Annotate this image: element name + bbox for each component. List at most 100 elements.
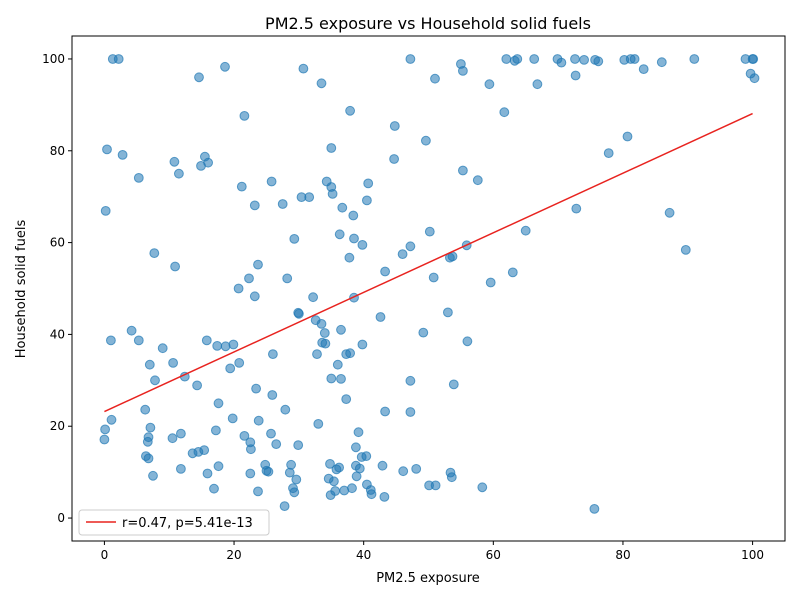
scatter-point [117,150,128,160]
scatter-point [100,424,110,435]
x-tick-label: 20 [226,548,241,562]
scatter-point [593,56,604,67]
y-tick-label: 20 [50,419,65,433]
y-axis: 0 20 40 60 80 100 [42,52,72,525]
scatter-point [167,433,178,444]
scatter-point [629,54,640,64]
scatter-point [266,428,276,439]
scatter-point [345,105,356,116]
scatter-point [421,135,431,146]
scatter-point [203,157,214,168]
scatter-point [144,359,155,370]
scatter-point [507,267,518,278]
scatter-point [341,394,352,405]
scatter-point [603,148,614,159]
regression-line [104,112,753,413]
scatter-point [458,66,468,76]
scatter-point [106,335,116,346]
scatter-point [375,312,386,322]
scatter-point [337,202,348,213]
scatter-point [332,359,343,370]
x-axis: 0 20 40 60 80 100 [101,541,764,562]
scatter-point [213,398,224,409]
scatter-point [145,422,156,433]
scatter-point [249,200,260,211]
scatter-point [286,459,297,470]
scatter-point [245,468,256,479]
scatter-point [347,483,357,494]
scatter-point [199,445,210,456]
scatter-point [192,380,203,391]
scatter-point [202,468,213,479]
scatter-point [253,259,263,270]
scatter-point [326,373,337,384]
scatter-point [298,63,309,74]
scatter-point [397,249,408,260]
x-tick-label: 100 [741,548,764,562]
scatter-point [212,341,223,351]
scatter-point [430,480,441,491]
scatter-point [279,501,290,512]
scatter-point [411,464,422,474]
scatter-point [244,273,254,284]
scatter-point [234,358,245,368]
scatter-point [380,266,391,277]
scatter-point [209,483,219,494]
scatter-point [380,406,391,417]
scatter-point [361,451,372,462]
scatter-point [363,178,374,189]
scatter-point [351,442,361,453]
scatter-point [239,431,250,441]
scatter-point [366,489,377,500]
x-tick-label: 80 [615,548,630,562]
scatter-point [529,54,540,64]
scatter-point [329,476,339,487]
scatter-point [176,464,186,474]
scatter-point [253,415,264,426]
scatter-point [140,404,151,415]
scatter-point [253,486,263,497]
scatter-point [589,504,600,514]
scatter-point [271,439,282,450]
x-tick-label: 0 [101,548,109,562]
scatter-point [227,413,238,424]
scatter-point [405,407,416,417]
scatter-point [228,339,239,350]
scatter-point [213,461,224,472]
scatter-point [291,474,302,485]
scatter-point [170,261,181,272]
scatter-point [336,374,346,384]
scatter-point [320,338,331,349]
y-axis-label: Household solid fuels [14,220,29,359]
scatter-point [656,57,667,68]
scatter-point [357,339,368,350]
scatter-point [304,192,315,203]
scatter-point [458,165,468,176]
scatter-point [99,434,110,445]
scatter-point [389,121,400,131]
scatter-point [267,390,278,400]
scatter-point [418,327,429,338]
scatter-point [398,466,409,477]
scatter-point [201,335,212,346]
scatter-point [570,70,581,81]
scatter-point [448,379,459,390]
regression-layer [104,112,753,413]
scatter-point [176,428,186,439]
scatter-point [379,492,390,502]
scatter-point [102,144,112,155]
scatter-point [249,291,260,302]
scatter-point [446,472,457,483]
scatter-point [334,462,345,473]
scatter-point [462,336,473,347]
scatter-point [150,375,160,386]
scatter-point [443,307,453,318]
scatter-point [389,154,400,164]
scatter-point [263,466,274,477]
scatter-point [501,54,512,64]
scatter-point [348,210,359,221]
scatter-point [294,308,304,319]
scatter-point [169,156,180,167]
scatter-point [142,436,153,447]
scatter-point [293,440,304,451]
